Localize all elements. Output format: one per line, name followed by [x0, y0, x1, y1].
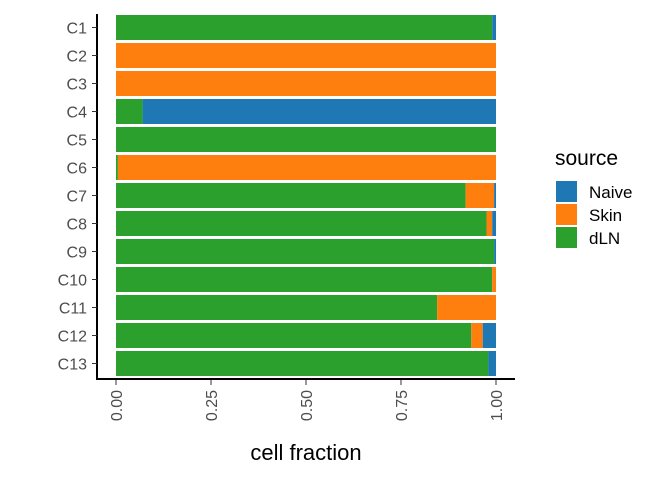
bar-C12-Skin [471, 323, 483, 348]
legend-label-Naive: Naive [589, 183, 632, 202]
legend: source Naive Skin dLN [555, 147, 632, 248]
y-tick-labels: C1 C2 C3 C4 C5 C6 C7 C8 C9 C10 C11 C12 C13 [58, 21, 87, 374]
y-tick-label: C9 [67, 245, 88, 262]
bar-C13-dLN [116, 351, 489, 376]
bar-C4-dLN [116, 99, 143, 124]
bar-C10-Skin [492, 267, 496, 292]
y-tick-label: C8 [67, 217, 88, 234]
bar-C4-Naive [142, 99, 496, 124]
bar-C12-dLN [116, 323, 472, 348]
bar-C9-dLN [116, 239, 495, 264]
y-tick-label: C7 [67, 189, 88, 206]
x-tick-label: 1.00 [489, 390, 506, 421]
bars-layer [116, 15, 497, 376]
bar-C8-dLN [116, 211, 487, 236]
bar-C11-Skin [437, 295, 496, 320]
legend-label-dLN: dLN [589, 229, 620, 248]
y-tick-label: C11 [59, 301, 87, 318]
y-tick-label: C13 [58, 357, 87, 374]
y-tick-label: C10 [58, 273, 87, 290]
y-tick-label: C4 [67, 105, 88, 122]
x-tick-label: 0.25 [204, 390, 221, 421]
y-tick-label: C2 [67, 49, 88, 66]
bar-C7-Skin [465, 183, 495, 208]
x-axis-title: cell fraction [250, 440, 361, 465]
x-tick-label: 0.50 [299, 390, 316, 421]
x-tick-labels: 0.00 0.25 0.50 0.75 1.00 [109, 390, 506, 421]
y-ticks [92, 27, 97, 364]
bar-C2-Skin [116, 43, 496, 68]
y-tick-label: C1 [67, 21, 88, 38]
bar-C11-dLN [116, 295, 438, 320]
bar-C6-dLN [116, 155, 118, 180]
bar-C10-dLN [116, 267, 493, 292]
legend-label-Skin: Skin [589, 206, 622, 225]
bar-C12-Naive [482, 323, 496, 348]
bar-C1-Naive [492, 15, 496, 40]
bar-C8-Naive [492, 211, 496, 236]
bar-C7-Naive [494, 183, 496, 208]
x-tick-label: 0.75 [394, 390, 411, 421]
bar-C8-Skin [486, 211, 493, 236]
x-ticks [115, 380, 497, 385]
y-tick-label: C6 [67, 161, 88, 178]
bar-C3-Skin [116, 71, 496, 96]
bar-C7-dLN [116, 183, 466, 208]
bar-C13-Naive [488, 351, 496, 376]
bar-C6-Skin [117, 155, 497, 180]
y-tick-label: C12 [58, 329, 87, 346]
legend-title: source [555, 147, 618, 170]
x-tick-label: 0.00 [109, 390, 126, 421]
bar-C5-dLN [116, 127, 496, 152]
bar-C1-dLN [116, 15, 493, 40]
bar-C9-Naive [494, 239, 496, 264]
legend-swatch-dLN [556, 227, 577, 248]
y-tick-label: C5 [67, 133, 88, 150]
legend-swatch-Skin [556, 204, 577, 225]
y-tick-label: C3 [67, 77, 88, 94]
legend-swatch-Naive [556, 181, 577, 202]
